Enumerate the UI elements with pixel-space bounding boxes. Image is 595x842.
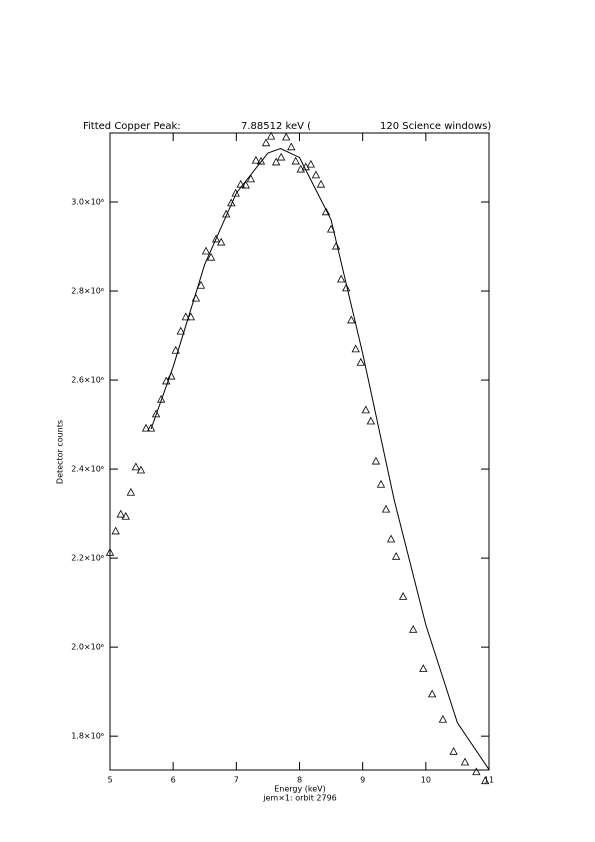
data-point	[371, 456, 381, 465]
data-point	[291, 156, 300, 165]
data-point	[116, 509, 125, 518]
data-point	[151, 409, 161, 418]
fit-line	[150, 148, 490, 770]
data-point	[342, 283, 351, 292]
data-point	[321, 207, 331, 216]
y-tick-label: 2.6×10⁶	[71, 376, 104, 385]
data-point	[409, 624, 418, 633]
data-point	[337, 274, 346, 283]
chart-title: 7.88512 keV (	[241, 121, 311, 132]
data-point	[131, 462, 141, 471]
x-tick-label: 6	[171, 776, 176, 785]
data-point	[271, 157, 281, 166]
chart-title: 120 Science windows)	[380, 121, 491, 132]
data-point	[156, 394, 166, 403]
data-point	[376, 479, 386, 488]
data-point	[241, 180, 250, 189]
data-point	[356, 357, 365, 366]
data-point	[211, 234, 221, 243]
data-point	[381, 504, 391, 513]
data-point	[361, 405, 370, 414]
y-tick-label: 2.4×10⁶	[71, 465, 104, 474]
data-point	[366, 416, 376, 425]
data-point	[266, 131, 276, 140]
data-point	[316, 179, 326, 188]
data-point	[105, 547, 115, 556]
data-point	[171, 345, 180, 354]
data-point	[196, 280, 206, 289]
y-tick-label: 3.0×10⁶	[71, 197, 104, 206]
x-tick-label: 11	[484, 776, 494, 785]
data-point	[287, 142, 296, 151]
data-point	[391, 551, 401, 560]
data-point	[481, 776, 490, 785]
data-point	[427, 689, 437, 698]
data-point	[472, 767, 481, 776]
chart-title: Fitted Copper Peak:	[83, 121, 181, 132]
data-point	[261, 138, 271, 147]
data-point	[331, 241, 341, 250]
data-point	[227, 198, 236, 207]
data-point	[246, 174, 256, 183]
x-tick-label: 8	[297, 776, 302, 785]
data-point	[256, 156, 266, 165]
data-point	[351, 344, 360, 353]
data-point	[181, 312, 190, 321]
data-point	[231, 188, 240, 197]
data-point	[217, 237, 226, 246]
data-point	[449, 746, 458, 755]
x-tick-label: 9	[360, 776, 365, 785]
data-point	[251, 155, 261, 164]
data-point	[146, 423, 156, 432]
data-point	[121, 511, 130, 520]
data-point	[347, 315, 356, 324]
data-point	[386, 534, 396, 543]
data-point	[111, 526, 120, 535]
data-point	[136, 465, 146, 474]
y-axis-label: Detector counts	[56, 420, 65, 484]
y-tick-label: 2.8×10⁶	[71, 287, 104, 296]
data-point	[398, 592, 408, 600]
data-point	[201, 246, 211, 255]
data-point	[176, 326, 185, 335]
subtitle: jem×1: orbit 2796	[262, 794, 337, 803]
plot-frame	[109, 132, 490, 771]
data-point	[311, 170, 321, 179]
y-tick-label: 1.8×10⁶	[71, 732, 104, 741]
x-tick-label: 7	[234, 776, 239, 785]
data-point	[126, 487, 136, 496]
y-tick-label: 2.2×10⁶	[71, 554, 104, 563]
data-point	[306, 159, 316, 168]
data-point	[460, 757, 470, 766]
x-tick-label: 5	[107, 776, 112, 785]
data-point	[282, 132, 291, 141]
x-tick-label: 10	[421, 776, 431, 785]
data-point	[277, 152, 286, 161]
data-point	[419, 664, 428, 672]
x-axis-label: Energy (keV)	[274, 785, 326, 794]
data-point	[141, 423, 151, 432]
y-tick-label: 2.0×10⁶	[71, 643, 104, 652]
data-point	[206, 252, 216, 261]
data-point	[438, 714, 448, 723]
